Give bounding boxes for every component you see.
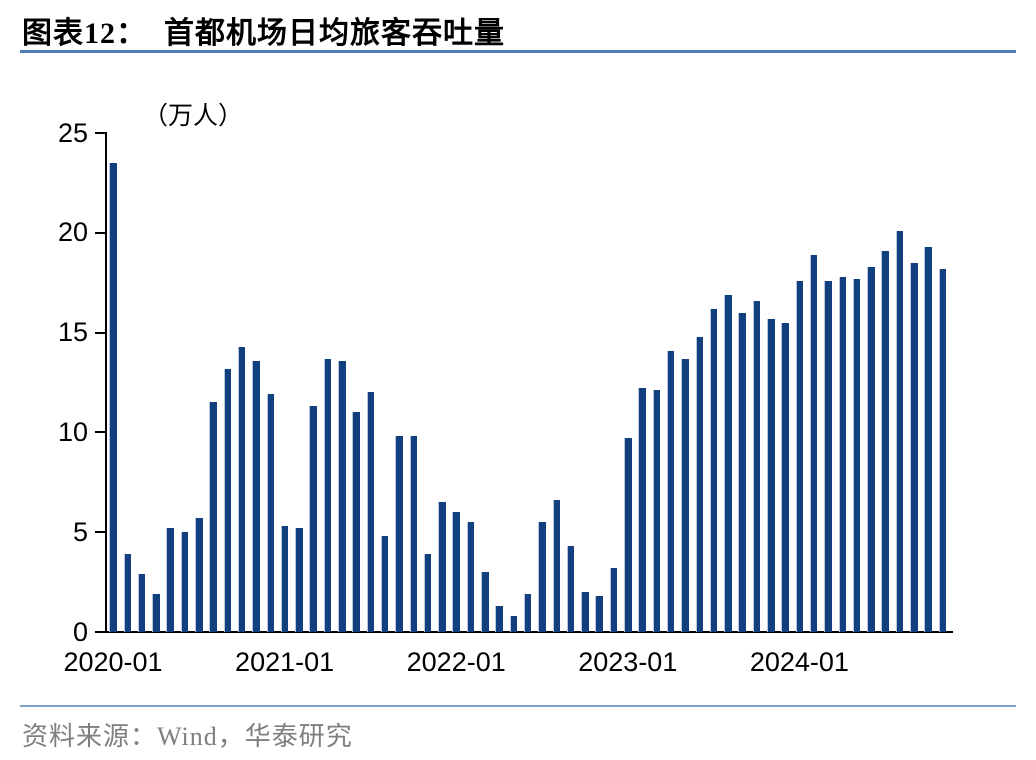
bar xyxy=(924,246,932,632)
bar xyxy=(409,436,418,632)
bar xyxy=(481,572,489,632)
bar xyxy=(895,230,904,632)
figure-title: 图表12： 首都机场日均旅客吞吐量 xyxy=(22,17,505,50)
bar xyxy=(638,388,646,632)
bar xyxy=(838,276,847,632)
y-tick-label: 15 xyxy=(57,317,88,348)
bar xyxy=(666,350,675,632)
bar xyxy=(180,532,189,632)
bar xyxy=(809,254,818,632)
bar xyxy=(695,336,704,632)
bar xyxy=(395,436,403,632)
y-tick-mark xyxy=(95,631,105,633)
bar xyxy=(352,412,360,632)
bar xyxy=(466,522,475,632)
bar xyxy=(323,358,332,632)
bar xyxy=(867,266,875,632)
bar xyxy=(552,500,561,632)
bar xyxy=(910,262,918,632)
x-tick-label: 2020-01 xyxy=(63,647,163,677)
bar xyxy=(938,268,947,632)
y-tick-label: 25 xyxy=(57,117,88,148)
bar xyxy=(109,162,117,632)
bar xyxy=(152,594,160,632)
bar xyxy=(566,546,575,632)
bar xyxy=(452,512,460,632)
x-tick-label: 2024-01 xyxy=(749,647,849,677)
bar xyxy=(123,554,132,632)
bar xyxy=(495,606,503,632)
bar xyxy=(881,250,889,632)
bar xyxy=(724,294,732,632)
bar xyxy=(752,300,761,632)
bar xyxy=(237,346,246,632)
bar xyxy=(652,390,661,632)
bar xyxy=(380,536,389,632)
bar xyxy=(781,322,789,632)
bar xyxy=(166,528,174,632)
bar xyxy=(209,402,217,632)
y-tick-mark xyxy=(95,231,105,234)
bar xyxy=(309,406,317,632)
bar xyxy=(767,318,775,632)
bar xyxy=(681,358,689,632)
bar xyxy=(595,596,603,632)
title-divider xyxy=(20,50,1016,53)
bar xyxy=(295,528,303,632)
bar xyxy=(137,574,146,632)
y-tick-mark xyxy=(95,531,105,534)
x-tick-label: 2021-01 xyxy=(235,647,335,677)
bar xyxy=(438,502,446,632)
y-tick-mark xyxy=(95,331,105,334)
bar xyxy=(824,280,832,632)
bar xyxy=(624,438,632,632)
bar xyxy=(195,518,203,632)
y-axis-line xyxy=(105,132,107,633)
y-tick-mark xyxy=(95,431,105,434)
bar xyxy=(581,592,589,632)
unit-label: （万人） xyxy=(143,103,244,130)
bar xyxy=(366,392,375,632)
bar xyxy=(280,526,289,632)
x-tick-label: 2022-01 xyxy=(406,647,506,677)
y-tick-label: 5 xyxy=(72,516,88,547)
y-tick-mark xyxy=(95,132,105,134)
bar xyxy=(266,394,275,632)
bar xyxy=(509,616,518,632)
bar xyxy=(338,360,346,632)
bar xyxy=(223,368,232,632)
bar xyxy=(852,278,861,632)
bar xyxy=(795,280,804,632)
bar xyxy=(738,312,746,632)
footer-divider xyxy=(20,705,1016,707)
bar xyxy=(423,554,432,632)
y-tick-label: 10 xyxy=(57,416,88,447)
bar xyxy=(538,522,546,632)
bar xyxy=(709,308,718,632)
bar xyxy=(523,594,532,632)
y-tick-label: 0 xyxy=(72,616,88,647)
x-tick-label: 2023-01 xyxy=(578,647,678,677)
x-axis-line xyxy=(105,631,953,633)
source-note: 资料来源：Wind，华泰研究 xyxy=(22,722,353,751)
y-tick-label: 20 xyxy=(57,217,88,248)
bar xyxy=(252,360,260,632)
bar xyxy=(609,568,618,632)
